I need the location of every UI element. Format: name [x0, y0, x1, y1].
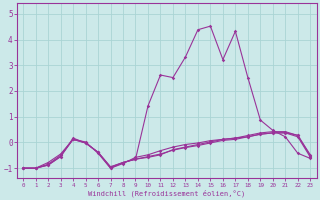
X-axis label: Windchill (Refroidissement éolien,°C): Windchill (Refroidissement éolien,°C) [88, 189, 245, 197]
